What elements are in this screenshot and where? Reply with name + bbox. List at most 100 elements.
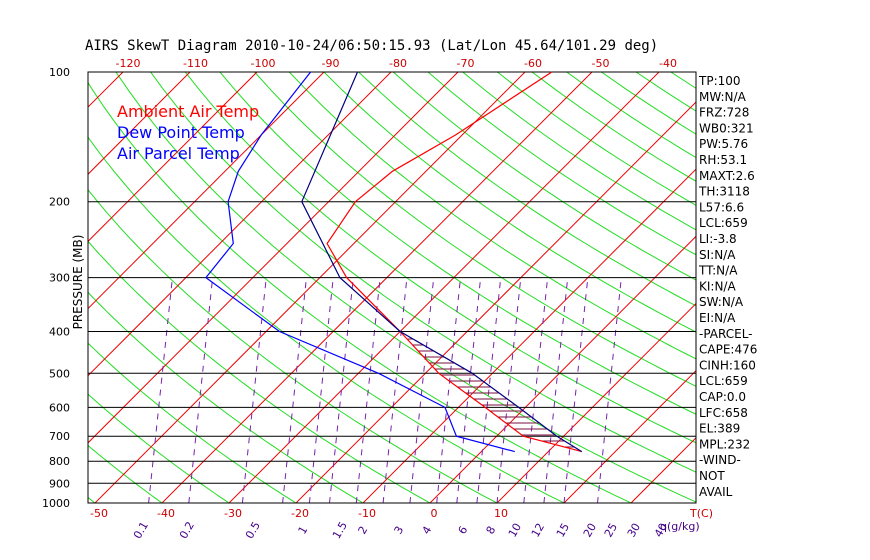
mixing-ratio-line [282,277,307,503]
isotherm [563,369,696,503]
index-label: CAP:0.0 [699,390,746,404]
mix-ratio-tick: 25 [602,521,620,540]
dry-adiabat [427,72,696,256]
pressure-tick-label: 500 [49,367,70,380]
mixing-ratio-line [563,277,589,503]
pressure-tick-label: 400 [49,325,70,338]
mixing-ratio-line [382,277,408,503]
isotherm [88,72,325,310]
index-label: NOT [699,469,725,483]
isotherm [429,235,696,503]
top-temp-tick: -40 [659,57,677,70]
top-temp-tick: -70 [457,57,475,70]
top-temp-tick: -50 [592,57,610,70]
dry-adiabat [88,291,364,503]
plot-border [87,71,697,504]
mix-ratio-tick: 3 [392,524,407,537]
mix-ratio-tick: 0.2 [177,519,197,541]
index-label: KI:N/A [699,279,736,293]
mixing-ratio-line [308,277,334,503]
mix-ratio-tick: 0.5 [243,519,263,541]
mix-ratio-tick: 1.5 [330,519,350,541]
index-label: L57:6.6 [699,200,744,214]
isotherm [228,72,660,503]
pressure-axis-label: PRESSURE (MB) [71,235,85,330]
mix-ratio-tick: 20 [581,521,599,540]
index-label: -PARCEL- [699,327,753,341]
mixing-ratio-line [436,277,462,503]
mixing-ratio-line [241,277,267,503]
pressure-tick-label: 300 [49,272,70,285]
pressure-tick-label: 900 [49,477,70,490]
top-temp-tick: -110 [183,57,208,70]
dry-adiabat [392,72,696,281]
dew-point-temp-line [205,71,515,453]
pressure-tick-label: 800 [49,455,70,468]
index-label: AVAIL [699,485,733,499]
mixing-ratio-line [409,277,435,503]
index-label: LI:-3.8 [699,232,737,246]
pressure-tick-label: 200 [49,196,70,209]
mixing-ratio-line [597,277,622,503]
dry-adiabat [88,189,499,503]
mix-ratio-tick: 12 [529,521,547,540]
mix-ratio-tick: 15 [554,521,572,540]
legend-entry: Dew Point Temp [117,123,245,142]
mixing-ratio-line [496,277,522,503]
isotherm [362,168,696,503]
mixing-ratio-line [355,277,381,503]
pressure-tick-label: 600 [49,401,70,414]
dry-adiabat [88,393,230,503]
index-label: TH:3118 [698,185,750,199]
dry-adiabat [88,496,96,503]
index-label: EL:389 [699,422,740,436]
top-temp-tick: -120 [116,57,141,70]
top-temp-tick: -100 [251,57,276,70]
mix-ratio-tick: 4 [420,524,435,537]
isotherm [814,52,870,521]
index-label: TP:100 [698,74,741,88]
mix-ratio-tick: 10 [506,521,524,540]
index-label: PW:5.76 [699,137,748,151]
index-label: LFC:658 [699,406,748,420]
index-label: SI:N/A [699,248,736,262]
isotherm [161,72,593,503]
isotherm [88,72,258,243]
index-label: EI:N/A [699,311,736,325]
isotherm [88,72,191,175]
dry-adiabat [184,72,696,444]
index-label: MPL:232 [699,437,750,451]
dry-adiabat [88,81,633,503]
isotherm [295,101,696,503]
index-label: CINH:160 [699,358,756,372]
isotherm [0,52,9,521]
mix-axis-label: q(g/kg) [660,520,700,533]
mix-ratio-tick: 1 [296,524,311,537]
isotherm [630,437,696,503]
index-label: TT:N/A [698,264,738,278]
bottom-temp-tick: 0 [431,507,438,520]
top-temp-tick: -90 [322,57,340,70]
index-label: LCL:659 [699,374,748,388]
mix-ratio-tick: 0.1 [131,519,151,541]
top-temp-tick: -80 [389,57,407,70]
legend-entry: Air Parcel Temp [117,144,240,163]
mix-ratio-tick: 40 [652,521,670,540]
mixing-ratio-line [523,277,549,503]
mixing-ratio-line [543,277,569,503]
isotherm [0,52,76,521]
air-parcel-temp-line [301,71,583,453]
mixing-ratio-line [329,277,354,503]
index-label: FRZ:728 [699,106,749,120]
top-temp-tick: -60 [524,57,542,70]
isotherm [747,52,870,521]
dry-adiabat [0,72,39,512]
mixing-ratio-line [188,277,214,503]
chart-title: AIRS SkewT Diagram 2010-10-24/06:50:15.9… [85,38,658,54]
bottom-temp-tick: -10 [358,507,376,520]
t-axis-label: T(C) [689,507,713,520]
mix-ratio-tick: 8 [484,524,499,537]
index-label: -WIND- [699,453,741,467]
mix-ratio-tick: 2 [356,524,371,537]
